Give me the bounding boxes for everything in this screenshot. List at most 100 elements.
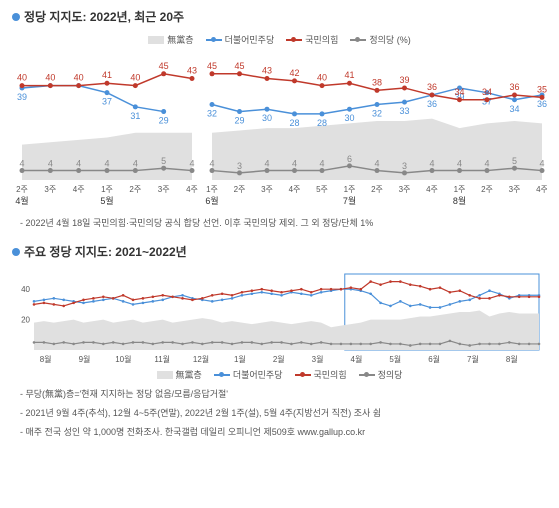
bullet-icon xyxy=(12,248,20,256)
red-value-label: 35 xyxy=(537,84,547,94)
red-marker xyxy=(508,296,511,299)
legend-swatch xyxy=(148,36,164,44)
red-marker xyxy=(132,299,135,302)
blue-marker xyxy=(389,305,392,308)
gray-value-label: 3 xyxy=(402,161,407,171)
x-label-week: 4주 xyxy=(289,185,301,194)
blue-marker xyxy=(105,90,110,95)
blue-marker xyxy=(33,300,36,303)
gray-value-label: 4 xyxy=(539,159,544,169)
gray-marker xyxy=(20,168,25,173)
gray-value-label: 3 xyxy=(237,161,242,171)
red-value-label: 40 xyxy=(17,73,27,83)
gray-marker xyxy=(320,168,325,173)
gray-marker xyxy=(300,341,303,344)
x-label-month: 10월 xyxy=(115,354,131,364)
gray-value-label: 4 xyxy=(76,159,81,169)
chart2-legend: 無黨층더불어민주당국민의힘정의당 xyxy=(12,368,547,381)
gray-marker xyxy=(369,343,372,346)
blue-marker xyxy=(409,305,412,308)
red-value-label: 39 xyxy=(399,75,409,85)
gray-marker xyxy=(231,343,234,346)
bullet-icon xyxy=(12,13,20,21)
blue-marker xyxy=(488,289,491,292)
blue-value-label: 30 xyxy=(262,113,272,123)
x-label-week: 2주 xyxy=(234,185,246,194)
blue-marker xyxy=(102,299,105,302)
x-label-month: 11월 xyxy=(154,354,170,364)
blue-marker xyxy=(152,300,155,303)
x-label-month: 5월 xyxy=(100,195,113,206)
gray-value-label: 4 xyxy=(374,159,379,169)
blue-marker xyxy=(300,292,303,295)
legend-line xyxy=(286,39,302,41)
gray-marker xyxy=(201,343,204,346)
blue-marker xyxy=(320,291,323,294)
blue-value-label: 34 xyxy=(509,104,519,114)
gray-marker xyxy=(379,341,382,344)
x-label-month: 8월 xyxy=(506,354,518,364)
legend-item: 정의당 xyxy=(359,368,403,381)
y-tick-label: 20 xyxy=(21,316,30,325)
red-value-label: 45 xyxy=(234,61,244,71)
blue-marker xyxy=(241,294,244,297)
x-label-week: 2주 xyxy=(481,185,493,194)
red-value-label: 40 xyxy=(74,73,84,83)
blue-marker xyxy=(43,299,46,302)
legend-line xyxy=(295,374,311,376)
gray-marker xyxy=(430,168,435,173)
x-label-week: 4주 xyxy=(426,185,438,194)
red-marker xyxy=(241,291,244,294)
blue-marker xyxy=(379,302,382,305)
gray-marker xyxy=(485,168,490,173)
gray-marker xyxy=(48,168,53,173)
red-marker xyxy=(402,85,407,90)
blue-marker xyxy=(251,292,254,295)
blue-marker xyxy=(439,306,442,309)
gray-marker xyxy=(270,341,273,344)
red-marker xyxy=(488,297,491,300)
red-marker xyxy=(369,280,372,283)
red-marker xyxy=(350,286,353,289)
legend-label: 더불어민주당 xyxy=(225,33,275,46)
red-marker xyxy=(478,297,481,300)
x-label-month: 2월 xyxy=(273,354,285,364)
x-label-week: 4주 xyxy=(536,185,547,194)
x-label-month: 12월 xyxy=(193,354,209,364)
gray-value-label: 4 xyxy=(264,159,269,169)
red-marker xyxy=(498,294,501,297)
blue-marker xyxy=(161,299,164,302)
red-marker xyxy=(409,283,412,286)
red-value-label: 34 xyxy=(482,87,492,97)
legend-item: 더불어민주당 xyxy=(206,33,275,46)
x-label-week: 3주 xyxy=(44,185,56,194)
blue-marker xyxy=(62,299,65,302)
chart2-footnotes: - 무당(無黨)층='현재 지지하는 정당 없음/모름/응답거절'- 2021년… xyxy=(12,387,547,438)
chart1-title-text: 정당 지지도: 2022년, 최근 20주 xyxy=(24,8,184,25)
gray-marker xyxy=(512,166,517,171)
blue-marker xyxy=(231,297,234,300)
chart1-legend: 無黨층더불어민주당국민의힘정의당 (%) xyxy=(12,33,547,46)
blue-marker xyxy=(458,300,461,303)
x-label-week: 2주 xyxy=(16,185,28,194)
red-marker xyxy=(430,93,435,98)
red-marker xyxy=(449,291,452,294)
red-marker xyxy=(33,303,36,306)
gray-marker xyxy=(457,168,462,173)
red-marker xyxy=(458,289,461,292)
x-label-week: 4주 xyxy=(186,185,198,194)
blue-marker xyxy=(310,294,313,297)
chart1-title: 정당 지지도: 2022년, 최근 20주 xyxy=(12,8,547,25)
legend-line xyxy=(350,39,366,41)
red-marker xyxy=(201,297,204,300)
blue-marker xyxy=(399,300,402,303)
x-label-month: 6월 xyxy=(205,195,218,206)
red-marker xyxy=(161,71,166,76)
gray-marker xyxy=(498,343,501,346)
red-value-label: 36 xyxy=(509,82,519,92)
gray-marker xyxy=(468,344,471,347)
red-value-label: 41 xyxy=(344,70,354,80)
gray-value-label: 4 xyxy=(484,159,489,169)
red-marker xyxy=(375,88,380,93)
blue-line xyxy=(22,86,164,112)
